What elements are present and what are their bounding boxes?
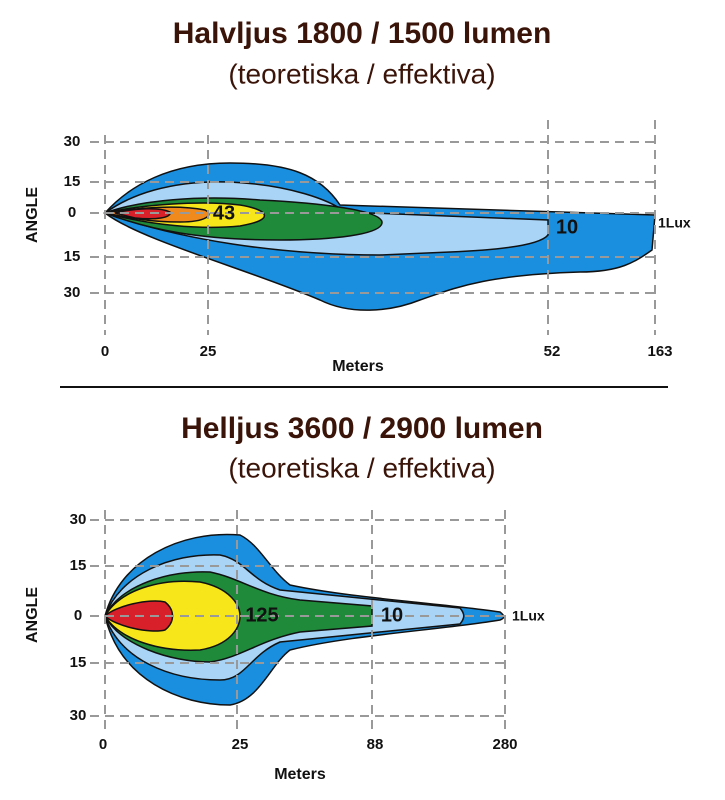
contour-label: 43 (213, 202, 235, 224)
x-tick: 0 (101, 343, 109, 360)
contour-label: 10 (556, 216, 578, 238)
x-tick: 0 (99, 736, 107, 753)
y-tick: 15 (70, 557, 87, 574)
title: Halvljus 1800 / 1500 lumen (173, 17, 552, 50)
grid (90, 120, 660, 335)
y-tick: 15 (70, 654, 87, 671)
x-tick: 163 (647, 343, 672, 360)
x-tick: 25 (200, 343, 217, 360)
y-tick: 30 (64, 284, 81, 301)
x-axis-label: Meters (274, 766, 326, 783)
x-tick: 280 (492, 736, 517, 753)
y-tick: 15 (64, 173, 81, 190)
x-tick: 52 (544, 343, 561, 360)
y-tick: 0 (74, 607, 82, 624)
y-tick: 30 (64, 133, 81, 150)
contour-label: 1Lux (512, 608, 545, 624)
contour-label: 125 (245, 604, 278, 626)
panel-high-beam: Helljus 3600 / 2900 lumen (teoretiska / … (24, 412, 545, 783)
y-axis-label: ANGLE (24, 187, 41, 243)
title: Helljus 3600 / 2900 lumen (181, 412, 543, 445)
panel-low-beam: Halvljus 1800 / 1500 lumen (teoretiska /… (24, 17, 691, 375)
y-tick: 0 (68, 204, 76, 221)
subtitle: (teoretiska / effektiva) (228, 452, 495, 483)
grid (90, 510, 510, 730)
x-axis-label: Meters (332, 358, 384, 375)
y-axis-label: ANGLE (24, 587, 41, 643)
y-tick: 30 (70, 511, 87, 528)
y-tick: 30 (70, 707, 87, 724)
y-tick: 15 (64, 248, 81, 265)
x-tick: 25 (232, 736, 249, 753)
contour-label: 1Lux (658, 215, 691, 231)
subtitle: (teoretiska / effektiva) (228, 58, 495, 89)
contour-label: 10 (381, 604, 403, 626)
x-tick: 88 (367, 736, 384, 753)
